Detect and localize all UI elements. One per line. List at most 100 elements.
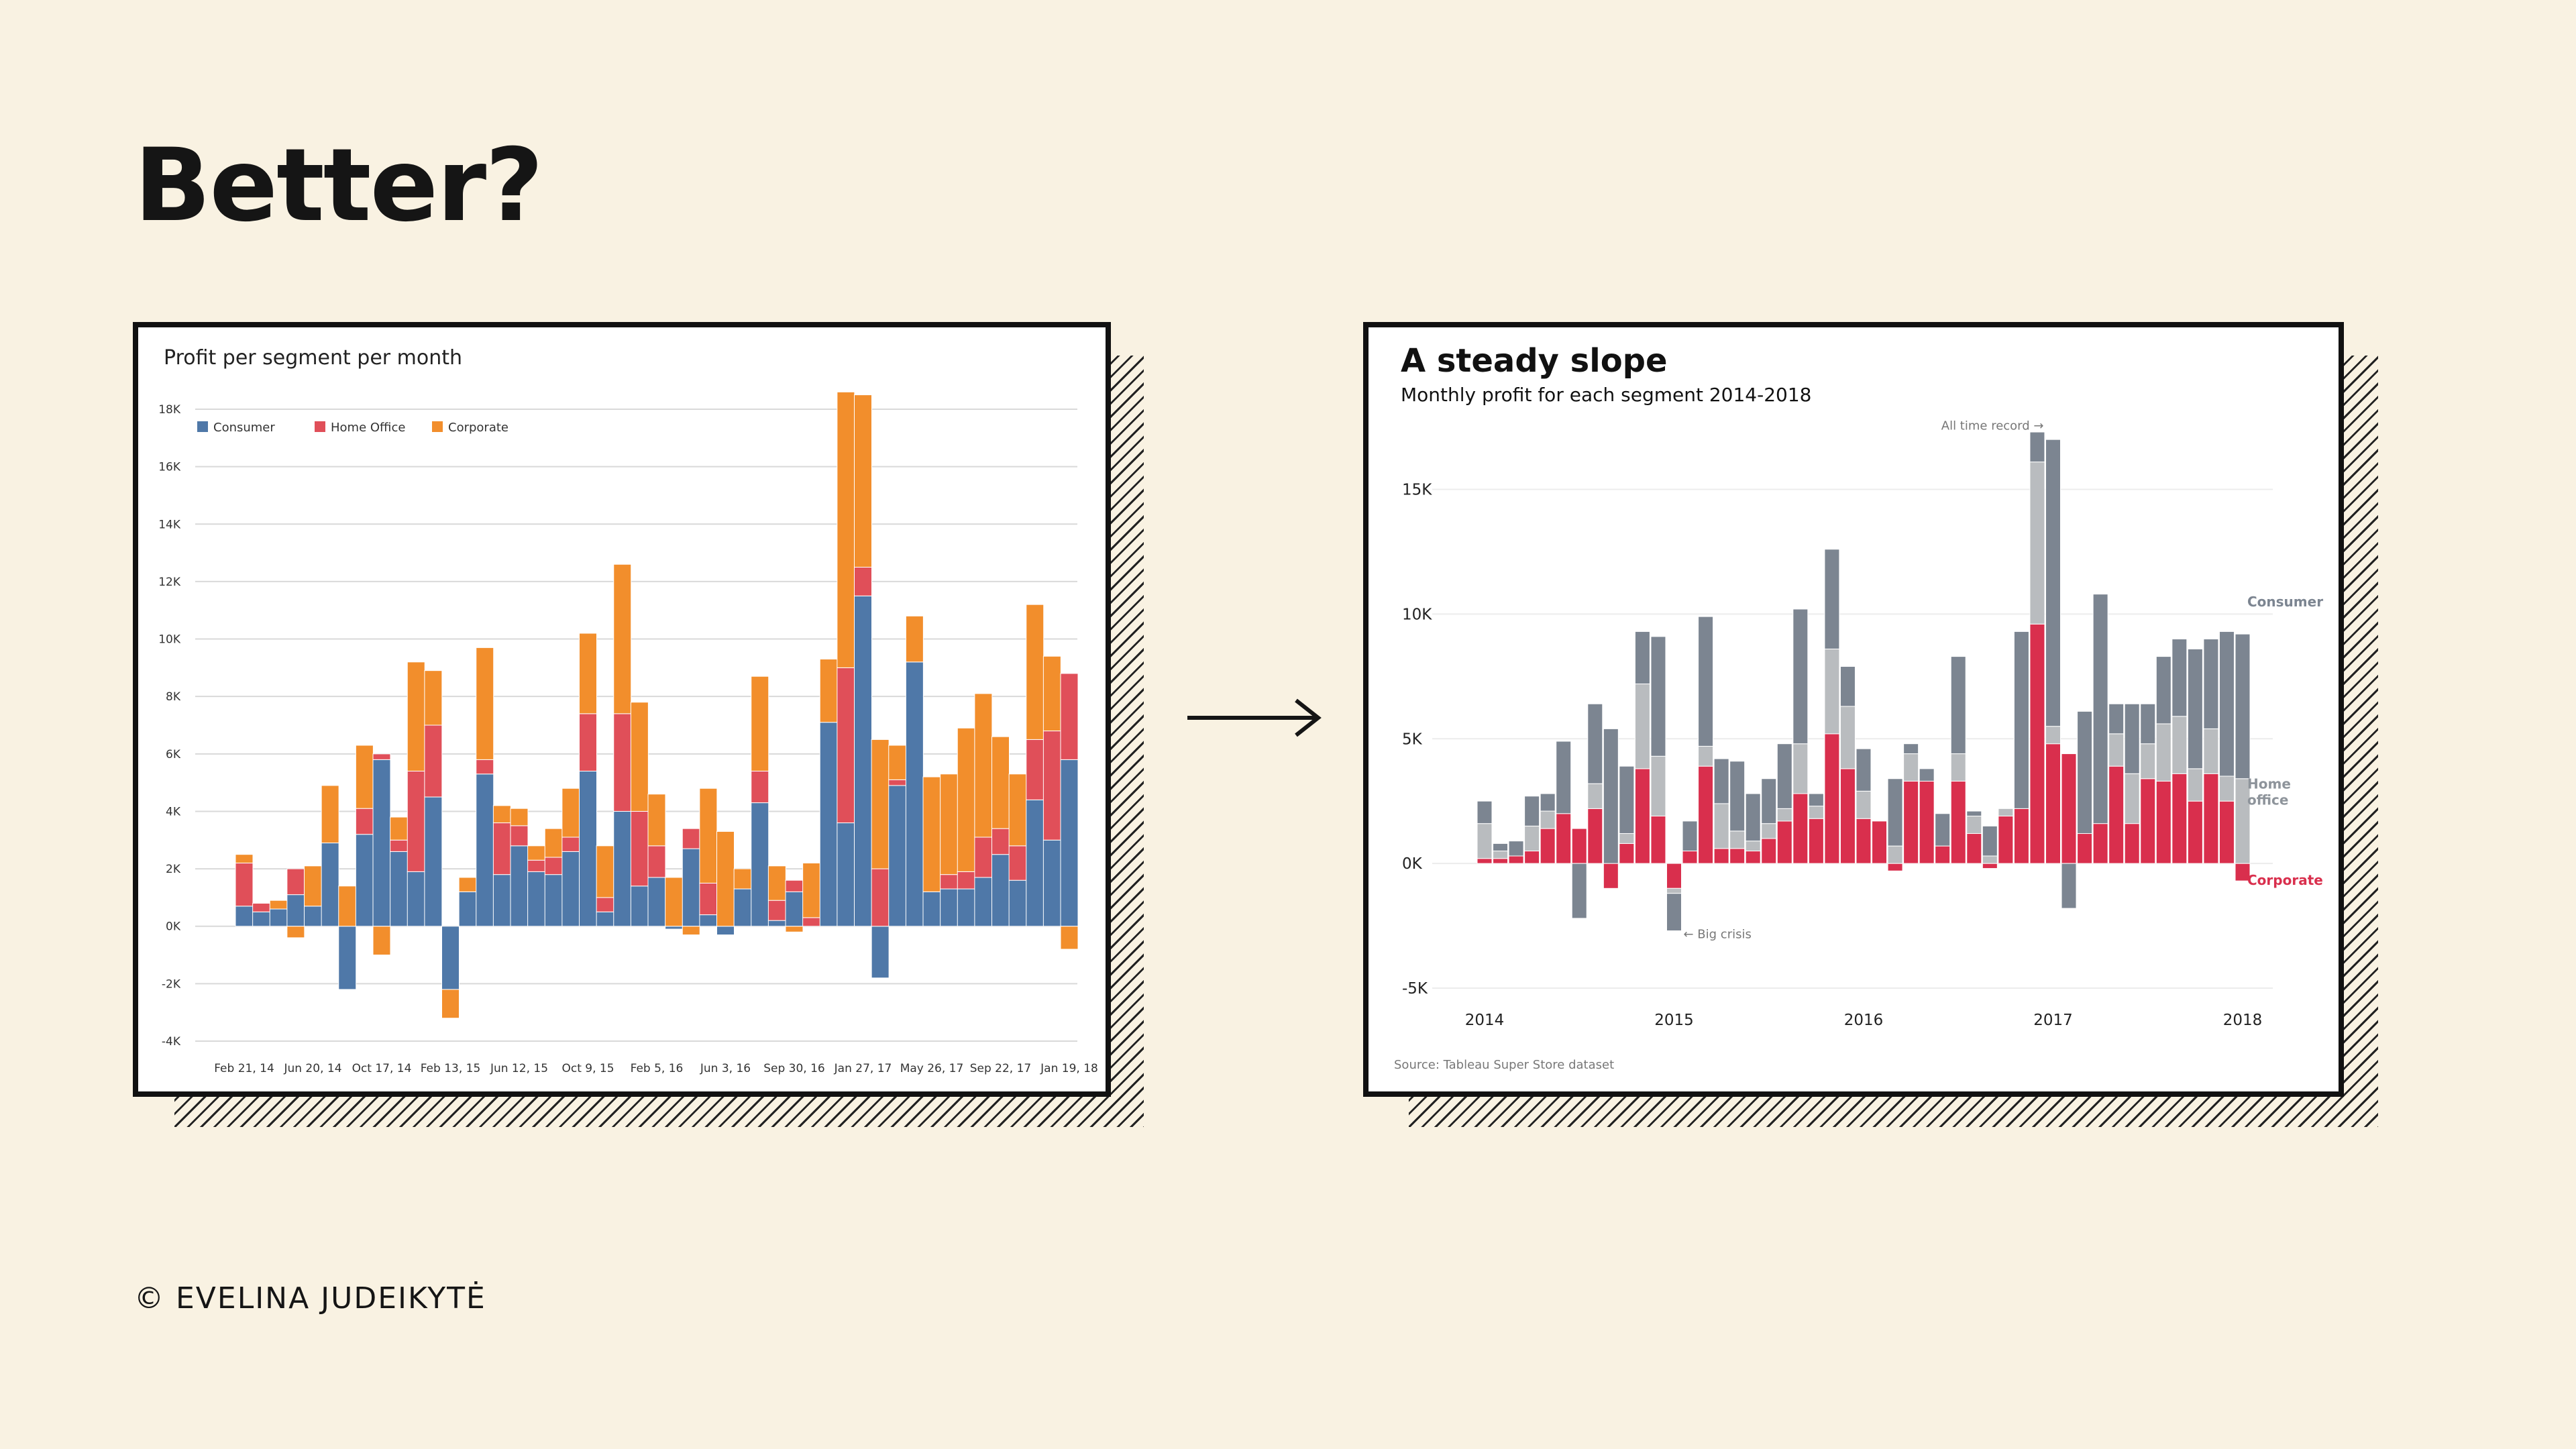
right-bar-consumer-26 xyxy=(1887,778,1903,847)
left-ytick-label: 10K xyxy=(158,633,181,647)
right-bar-home-office-19 xyxy=(1776,808,1792,822)
right-bar-corporate-10 xyxy=(1634,768,1650,864)
right-bar-corporate-17 xyxy=(1745,851,1761,864)
left-bar-home-office-31 xyxy=(767,900,786,921)
left-bar-consumer-3 xyxy=(286,894,305,927)
right-bar-home-office-17 xyxy=(1745,841,1761,852)
left-bar-corporate-5 xyxy=(321,785,339,844)
left-bar-consumer-11 xyxy=(424,796,443,927)
right-bar-home-office-14 xyxy=(1698,745,1714,767)
right-bar-corporate-15 xyxy=(1713,848,1729,864)
slide-title: Better? xyxy=(134,127,543,244)
right-bar-home-office-9 xyxy=(1619,833,1635,844)
left-bar-corporate-8 xyxy=(372,926,391,956)
right-bar-consumer-15 xyxy=(1713,758,1729,804)
right-bar-corporate-38 xyxy=(2077,833,2093,864)
right-chart: A steady slope Monthly profit for each se… xyxy=(1394,342,2323,1072)
right-arrow-icon xyxy=(1187,698,1322,737)
right-bar-home-office-43 xyxy=(2155,723,2171,782)
left-bar-home-office-14 xyxy=(476,759,494,775)
right-annotation-crisis: ← Big crisis xyxy=(1684,928,1752,942)
left-bar-home-office-8 xyxy=(372,753,391,760)
left-bar-consumer-7 xyxy=(355,834,374,927)
right-bar-consumer-43 xyxy=(2155,656,2171,724)
left-bar-corporate-48 xyxy=(1060,926,1079,950)
right-bar-home-office-35 xyxy=(2029,462,2045,625)
left-bar-home-office-3 xyxy=(286,868,305,896)
left-bar-corporate-13 xyxy=(458,877,477,892)
right-bar-consumer-3 xyxy=(1524,796,1540,826)
right-bar-home-office-18 xyxy=(1761,823,1777,839)
right-bar-consumer-32 xyxy=(1982,825,1998,857)
left-chart-card: Profit per segment per month -4K -2K 0K 2K 4K… xyxy=(133,322,1111,1097)
left-bar-consumer-36 xyxy=(854,595,872,927)
right-bar-home-office-22 xyxy=(1824,648,1840,735)
right-bar-corporate-32 xyxy=(1982,863,1998,869)
left-bar-corporate-19 xyxy=(561,788,580,838)
left-bar-corporate-14 xyxy=(476,647,494,760)
left-xtick-label: Feb 13, 15 xyxy=(421,1062,481,1075)
right-bar-consumer-13 xyxy=(1682,820,1698,852)
left-bar-consumer-35 xyxy=(837,822,855,927)
left-xtick-label: May 26, 17 xyxy=(900,1062,964,1075)
left-bar-corporate-21 xyxy=(596,845,614,898)
left-bar-home-office-17 xyxy=(527,859,546,872)
right-bar-consumer-19 xyxy=(1776,743,1792,809)
left-bar-consumer-14 xyxy=(476,773,494,927)
right-bar-corporate-6 xyxy=(1571,828,1587,864)
right-bar-home-office-4 xyxy=(1540,810,1556,829)
left-legend-swatch xyxy=(432,421,443,432)
left-bar-home-office-26 xyxy=(682,828,700,849)
left-xtick-label: Oct 9, 15 xyxy=(561,1062,614,1075)
left-bar-corporate-27 xyxy=(699,788,718,884)
left-bar-consumer-2 xyxy=(269,908,288,927)
left-bar-corporate-31 xyxy=(767,865,786,901)
left-legend-swatch xyxy=(197,421,208,432)
right-label-consumer: Consumer xyxy=(2247,594,2323,610)
left-bar-home-office-30 xyxy=(751,771,769,804)
left-bar-corporate-36 xyxy=(854,394,872,568)
left-ytick-label: 4K xyxy=(166,805,181,818)
right-bar-home-office-30 xyxy=(1950,753,1966,782)
right-bar-corporate-13 xyxy=(1682,851,1698,864)
left-bar-consumer-32 xyxy=(785,891,804,927)
left-ytick-label: 2K xyxy=(166,863,181,876)
left-bar-corporate-47 xyxy=(1042,655,1061,732)
right-bar-home-office-15 xyxy=(1713,803,1729,849)
right-bar-consumer-34 xyxy=(2013,631,2029,809)
right-bar-corporate-22 xyxy=(1824,733,1840,864)
right-bar-corporate-4 xyxy=(1540,828,1556,864)
right-bar-home-office-16 xyxy=(1729,830,1746,849)
left-bar-home-office-38 xyxy=(888,779,907,786)
right-bar-home-office-41 xyxy=(2124,773,2140,824)
left-bar-corporate-35 xyxy=(837,391,855,668)
left-bar-consumer-46 xyxy=(1026,799,1044,927)
right-bar-home-office-46 xyxy=(2203,728,2219,774)
left-bar-corporate-42 xyxy=(957,727,975,872)
right-bar-consumer-38 xyxy=(2077,710,2093,835)
right-bar-consumer-42 xyxy=(2140,703,2156,745)
right-bar-consumer-24 xyxy=(1856,748,1872,792)
right-bar-consumer-40 xyxy=(2108,703,2125,735)
right-bar-corporate-3 xyxy=(1524,851,1540,864)
left-chart: Profit per segment per month -4K -2K 0K 2K 4K… xyxy=(158,346,1098,1075)
left-bar-consumer-26 xyxy=(682,848,700,927)
right-bar-consumer-46 xyxy=(2203,639,2219,729)
left-chart-title: Profit per segment per month xyxy=(164,346,462,370)
left-bar-corporate-10 xyxy=(407,661,425,772)
right-bar-consumer-14 xyxy=(1698,616,1714,747)
left-bar-consumer-30 xyxy=(751,802,769,927)
right-bar-consumer-35 xyxy=(2029,431,2045,463)
left-bar-home-office-42 xyxy=(957,871,975,890)
left-bar-corporate-0 xyxy=(235,854,254,864)
right-label-corporate: Corporate xyxy=(2247,872,2323,888)
left-bars xyxy=(235,391,1079,1019)
right-bar-consumer-23 xyxy=(1839,665,1856,707)
left-legend-label: Home Office xyxy=(331,421,405,435)
right-bar-home-office-26 xyxy=(1887,845,1903,864)
right-bar-consumer-37 xyxy=(2061,863,2077,909)
left-bar-corporate-3 xyxy=(286,926,305,938)
left-bar-consumer-28 xyxy=(716,926,735,936)
left-bar-consumer-37 xyxy=(871,926,890,979)
right-ytick-label: 15K xyxy=(1402,482,1432,499)
